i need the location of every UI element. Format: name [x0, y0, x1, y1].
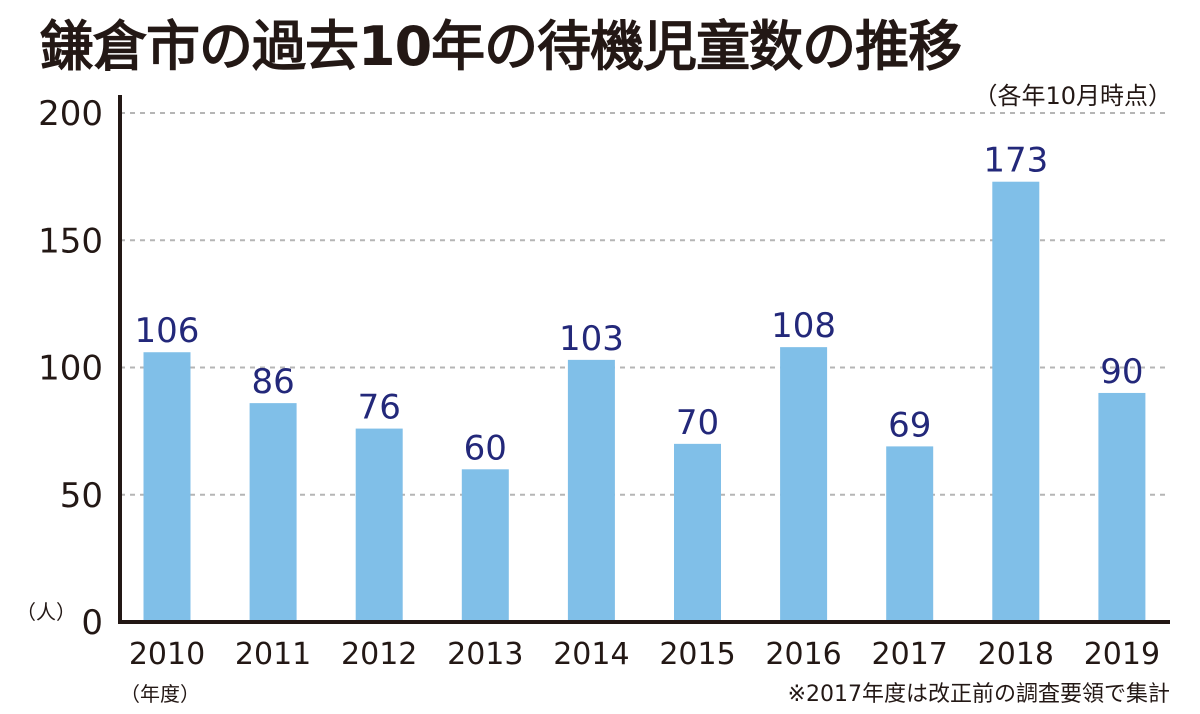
- data-label: 173: [983, 141, 1048, 181]
- bar-2011: [249, 403, 297, 622]
- x-tick-label: 2010: [129, 637, 205, 672]
- x-tick-label: 2017: [872, 637, 948, 672]
- footnote: ※2017年度は改正前の調査要領で集計: [787, 682, 1170, 707]
- y-tick-label: 200: [38, 94, 103, 134]
- bar-2010: [143, 352, 191, 622]
- x-tick-label: 2018: [978, 637, 1054, 672]
- bar-2017: [886, 446, 934, 622]
- x-tick-label: 2013: [447, 637, 523, 672]
- bar-2018: [992, 181, 1040, 622]
- chart-subtitle: （各年10月時点）: [973, 82, 1172, 110]
- bar-2019: [1098, 392, 1146, 622]
- data-label: 108: [771, 306, 836, 346]
- bar-2013: [461, 469, 509, 622]
- data-label: 76: [358, 388, 401, 428]
- y-axis-unit: （人）: [16, 600, 76, 624]
- y-tick-label: 0: [81, 603, 103, 643]
- y-tick-label: 50: [60, 476, 103, 516]
- x-tick-label: 2019: [1084, 637, 1160, 672]
- x-tick-label: 2012: [341, 637, 417, 672]
- x-tick-label: 2014: [553, 637, 629, 672]
- x-axis-unit: （年度）: [120, 682, 200, 706]
- data-label: 86: [251, 362, 294, 402]
- bar-2014: [567, 359, 615, 622]
- x-tick-label: 2011: [235, 637, 311, 672]
- data-label: 106: [135, 311, 200, 351]
- y-tick-label: 150: [38, 221, 103, 261]
- bar-2012: [355, 428, 403, 622]
- bar-2015: [674, 443, 721, 622]
- data-label: 70: [676, 403, 719, 443]
- data-label: 103: [559, 319, 624, 359]
- x-tick-label: 2015: [659, 637, 735, 672]
- data-label: 60: [464, 428, 507, 468]
- y-tick-label: 100: [38, 349, 103, 389]
- data-label: 90: [1100, 352, 1143, 392]
- bar-2016: [780, 347, 828, 622]
- data-label: 69: [888, 405, 931, 445]
- x-tick-label: 2016: [765, 637, 841, 672]
- chart-title: 鎌倉市の過去10年の待機児童数の推移: [40, 15, 962, 78]
